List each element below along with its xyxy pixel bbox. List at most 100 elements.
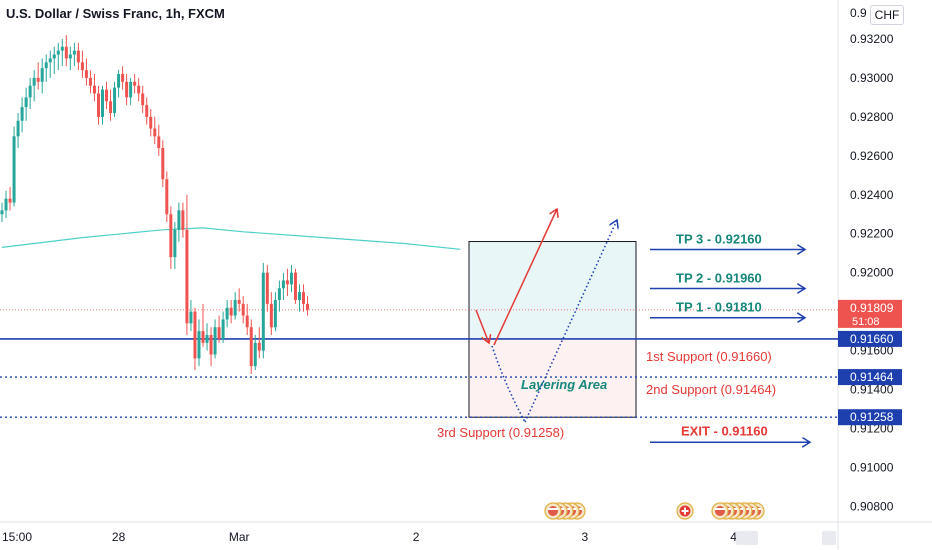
candle[interactable]: [221, 311, 225, 343]
candle[interactable]: [193, 307, 197, 371]
candle[interactable]: [249, 319, 253, 374]
candle-body: [205, 335, 209, 343]
candle[interactable]: [153, 116, 157, 145]
candle[interactable]: [157, 124, 161, 156]
candle[interactable]: [88, 70, 92, 94]
candle[interactable]: [293, 268, 297, 304]
candle-body: [261, 272, 265, 351]
candle[interactable]: [20, 97, 24, 133]
candle[interactable]: [225, 299, 229, 328]
flag-icon: [715, 506, 725, 516]
current-price-badge[interactable]: [838, 299, 902, 328]
candle[interactable]: [52, 46, 56, 75]
candle[interactable]: [181, 202, 185, 238]
candle[interactable]: [269, 292, 273, 336]
time-axis[interactable]: 15:00 28 Mar 2 3 4: [2, 530, 836, 545]
candle[interactable]: [233, 292, 237, 320]
candle[interactable]: [84, 58, 88, 86]
candle[interactable]: [16, 112, 20, 149]
candle[interactable]: [273, 292, 277, 332]
economic-events[interactable]: [544, 502, 765, 520]
candle[interactable]: [44, 54, 48, 82]
candle[interactable]: [40, 58, 44, 94]
candle[interactable]: [297, 284, 301, 312]
candle[interactable]: [197, 319, 201, 367]
candle[interactable]: [165, 171, 169, 223]
candle[interactable]: [121, 66, 125, 90]
candle[interactable]: [24, 87, 28, 121]
candle-body: [241, 303, 245, 316]
candle[interactable]: [257, 327, 261, 359]
candle[interactable]: [80, 50, 84, 78]
candle[interactable]: [281, 272, 285, 300]
candle[interactable]: [177, 202, 181, 242]
candle[interactable]: [205, 323, 209, 351]
candle[interactable]: [302, 284, 305, 312]
candle[interactable]: [141, 85, 145, 113]
candles[interactable]: [0, 35, 310, 374]
candle[interactable]: [169, 206, 173, 269]
candle[interactable]: [129, 77, 133, 106]
candle[interactable]: [149, 109, 153, 137]
exit-label: EXIT - 0.91160: [681, 423, 768, 438]
candle[interactable]: [145, 97, 149, 125]
candle[interactable]: [109, 89, 113, 121]
candle[interactable]: [12, 126, 16, 207]
price-axis[interactable]: 0.93200 0.93000 0.92800 0.92600 0.92400 0.922…: [838, 6, 902, 513]
time-axis-settings[interactable]: [822, 531, 836, 545]
level-price-badge[interactable]: [838, 369, 902, 386]
candle-body: [125, 81, 129, 98]
candle[interactable]: [237, 288, 241, 312]
candle[interactable]: [76, 42, 80, 71]
candle[interactable]: [68, 46, 72, 71]
candle[interactable]: [185, 194, 189, 336]
time-axis-marker[interactable]: [736, 531, 758, 545]
candle[interactable]: [117, 70, 121, 98]
candle[interactable]: [277, 280, 281, 312]
price-tick-label: 0.92400: [850, 188, 894, 202]
flag-icon: [548, 506, 558, 516]
candle[interactable]: [96, 85, 100, 125]
candle-body: [76, 50, 80, 63]
candle[interactable]: [32, 70, 36, 102]
currency-button[interactable]: CHF: [870, 5, 904, 25]
candle-body: [249, 327, 253, 367]
candle[interactable]: [189, 299, 193, 332]
level-price-badge[interactable]: [838, 409, 902, 426]
time-tick-label: 3: [582, 530, 589, 544]
candle[interactable]: [285, 268, 289, 297]
candle[interactable]: [8, 186, 12, 211]
candle[interactable]: [113, 81, 117, 117]
candle[interactable]: [213, 319, 217, 359]
candle[interactable]: [161, 140, 165, 187]
candle[interactable]: [72, 42, 76, 67]
candle[interactable]: [133, 74, 137, 94]
candle[interactable]: [92, 74, 96, 102]
candle[interactable]: [64, 35, 68, 67]
candle[interactable]: [36, 62, 40, 90]
candle[interactable]: [261, 262, 265, 359]
candle[interactable]: [217, 315, 221, 343]
candle[interactable]: [241, 296, 245, 324]
candle[interactable]: [48, 50, 52, 78]
candle[interactable]: [0, 202, 4, 223]
candle[interactable]: [253, 335, 257, 371]
candle[interactable]: [105, 81, 109, 110]
candle[interactable]: [201, 303, 205, 347]
candle[interactable]: [229, 299, 233, 324]
candle[interactable]: [137, 77, 141, 102]
candle[interactable]: [101, 85, 104, 125]
candle[interactable]: [60, 38, 64, 67]
candle[interactable]: [265, 264, 269, 312]
candle[interactable]: [245, 303, 249, 336]
candle[interactable]: [4, 190, 8, 219]
candle[interactable]: [28, 77, 32, 110]
candle[interactable]: [289, 264, 293, 293]
candle[interactable]: [125, 74, 129, 106]
candle[interactable]: [209, 327, 213, 367]
candle[interactable]: [306, 296, 310, 316]
candle[interactable]: [56, 42, 60, 71]
level-price-badge[interactable]: [838, 330, 902, 347]
candle[interactable]: [173, 222, 177, 269]
